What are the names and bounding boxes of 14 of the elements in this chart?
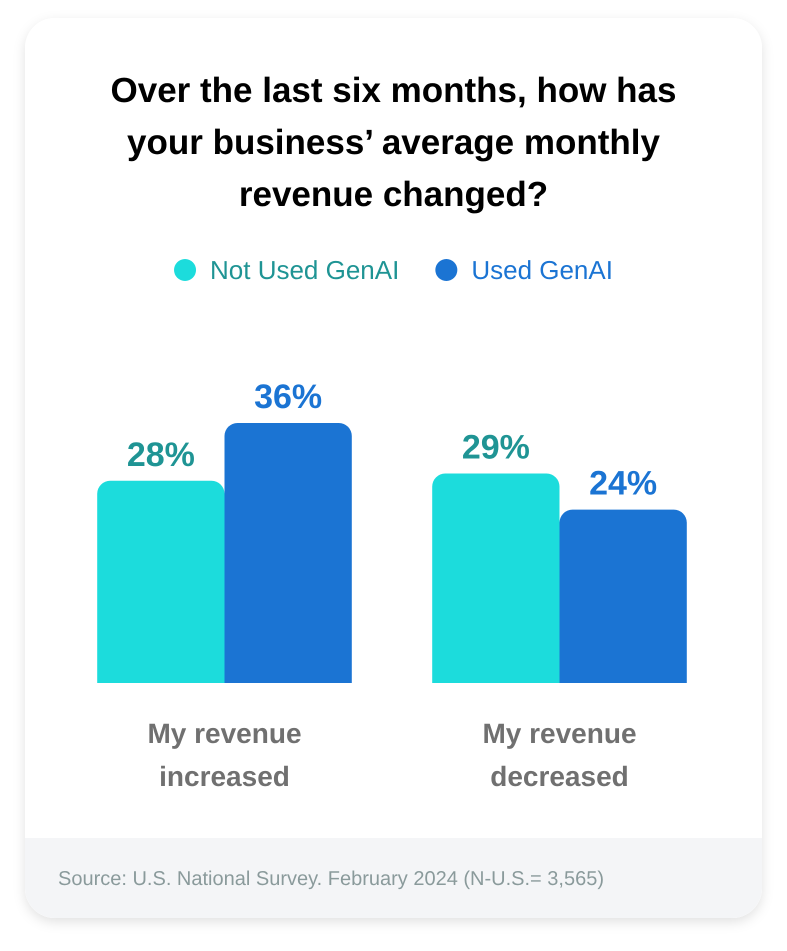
legend-label: Used GenAI [471, 255, 613, 285]
bar [97, 480, 224, 683]
legend-label: Not Used GenAI [210, 255, 400, 285]
x-tick-label: My revenue decreased [482, 718, 637, 792]
bar [560, 510, 687, 683]
source-note: Source: U.S. National Survey. February 2024 (N-U.S.= 3,565) [58, 868, 604, 890]
bar [432, 474, 560, 683]
data-label: 36% [254, 378, 322, 416]
bar [224, 423, 352, 683]
x-tick-label: My revenue increased [147, 718, 302, 792]
data-label: 24% [589, 464, 658, 503]
chart-title: Over the last six months, how has your business’ average monthly revenue changed? [110, 71, 676, 214]
data-label: 29% [462, 428, 530, 467]
data-label: 28% [126, 436, 195, 474]
